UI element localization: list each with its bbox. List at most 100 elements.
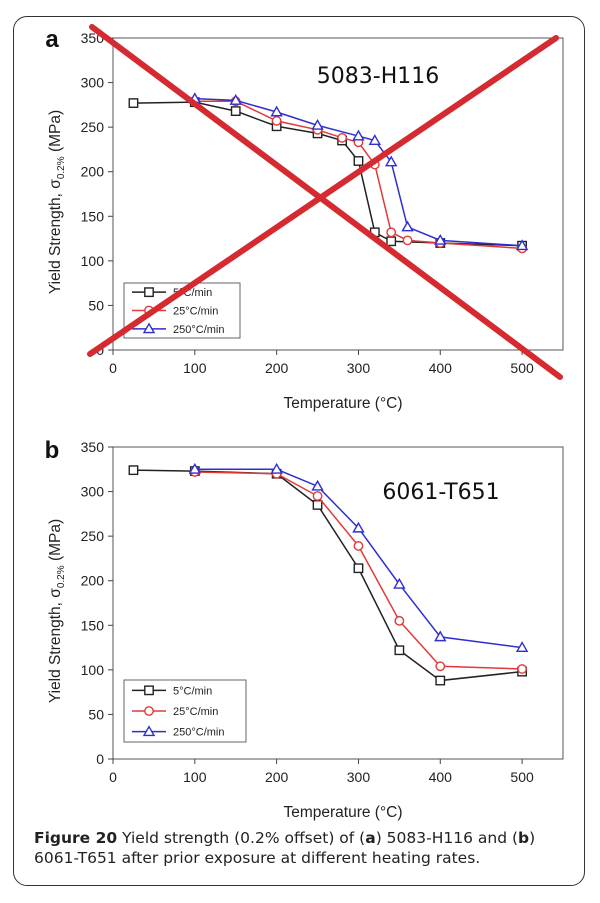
cross-line-1 — [89, 24, 563, 380]
data-point — [386, 227, 397, 238]
caption-text-2: ) 5083-H116 and ( — [375, 829, 519, 847]
x-tick-label: 400 — [429, 360, 453, 376]
series-0 — [128, 97, 527, 251]
legend-marker — [144, 287, 154, 298]
data-point — [434, 630, 447, 642]
data-point — [515, 239, 529, 251]
legend-label: 250°C/min — [173, 324, 224, 336]
series-2 — [188, 462, 529, 653]
legend-label: 250°C/min — [173, 727, 224, 739]
data-point — [352, 129, 365, 141]
data-point — [393, 577, 406, 589]
data-point — [386, 236, 397, 247]
alloy-annotation: 5083-H116 — [317, 64, 439, 89]
x-tick-label: 500 — [510, 360, 534, 376]
legend-marker — [142, 725, 156, 737]
caption-text-1: Yield strength (0.2% offset) of ( — [117, 829, 366, 847]
data-point — [353, 563, 364, 574]
y-tick-label: 50 — [88, 706, 104, 722]
data-point — [188, 462, 202, 474]
data-point — [337, 132, 347, 143]
y-axis-title: Yield Strength, σ0.2% (MPa) — [47, 110, 67, 294]
x-tick-label: 0 — [109, 360, 117, 376]
data-point — [435, 661, 446, 672]
x-tick-label: 300 — [347, 769, 371, 785]
legend-label: 25°C/min — [173, 706, 218, 718]
data-point — [517, 664, 527, 674]
series-line — [194, 97, 523, 247]
cross-line-2 — [87, 35, 559, 357]
y-tick-label: 0 — [96, 751, 104, 767]
data-point — [230, 106, 241, 116]
data-point — [312, 500, 323, 510]
data-point — [128, 98, 139, 108]
cross-out-mark — [87, 24, 563, 380]
figure-caption: Figure 20 Yield strength (0.2% offset) o… — [34, 828, 574, 868]
data-point — [402, 235, 413, 246]
x-tick-label: 0 — [109, 769, 117, 785]
data-point — [271, 116, 282, 126]
legend-marker — [144, 706, 154, 716]
alloy-annotation: 6061-T651 — [382, 480, 499, 505]
x-tick-label: 100 — [183, 360, 207, 376]
legend-label: 25°C/min — [173, 306, 218, 318]
x-tick-label: 100 — [183, 769, 207, 785]
caption-panel-a: a — [365, 829, 376, 847]
series-line — [133, 101, 523, 247]
x-tick-label: 200 — [265, 360, 289, 376]
data-point — [434, 233, 447, 245]
panel-label: b — [45, 437, 60, 464]
y-tick-label: 250 — [81, 119, 105, 135]
y-tick-label: 250 — [81, 528, 105, 544]
caption-figure-label: Figure 20 — [34, 829, 118, 847]
data-point — [270, 105, 283, 117]
data-point — [394, 615, 405, 626]
y-tick-label: 100 — [81, 662, 105, 678]
series-2 — [188, 92, 529, 251]
data-point — [368, 134, 382, 145]
x-tick-label: 400 — [429, 769, 453, 785]
data-point — [515, 641, 529, 653]
legend-marker — [144, 685, 154, 696]
data-point — [311, 479, 324, 491]
data-point — [229, 93, 242, 105]
caption-panel-b: b — [518, 829, 530, 847]
y-tick-label: 200 — [81, 573, 105, 589]
y-axis-title: Yield Strength, σ0.2% (MPa) — [47, 519, 67, 703]
data-point — [353, 541, 364, 551]
data-point — [384, 155, 398, 167]
data-point — [311, 118, 324, 130]
chart-panel-a: 0501001502002503003500100200300400500Tem… — [45, 24, 564, 412]
y-tick-label: 150 — [81, 208, 105, 224]
data-point — [394, 645, 405, 656]
figure-frame — [13, 16, 585, 886]
plot-area — [112, 37, 564, 351]
x-tick-label: 200 — [265, 769, 289, 785]
y-tick-label: 50 — [88, 297, 104, 313]
x-axis-title: Temperature (°C) — [283, 395, 402, 412]
x-tick-label: 300 — [347, 360, 371, 376]
data-point — [312, 491, 323, 501]
legend-label: 5°C/min — [173, 685, 212, 697]
data-point — [401, 220, 414, 232]
data-point — [435, 675, 446, 686]
y-tick-label: 200 — [81, 164, 105, 180]
data-point — [270, 462, 283, 474]
y-tick-label: 300 — [81, 484, 105, 500]
y-tick-label: 350 — [81, 439, 105, 455]
x-tick-label: 500 — [510, 769, 534, 785]
panel-label: a — [45, 26, 59, 53]
data-point — [128, 465, 139, 476]
plot-area — [112, 446, 564, 760]
y-tick-label: 300 — [81, 75, 105, 91]
legend-marker — [142, 322, 156, 334]
y-tick-label: 100 — [81, 253, 105, 269]
chart-panel-b: 0 50 100 150 200 250 300 350 0 100 200 300 400 500 Tem… — [45, 437, 564, 821]
legend: 5°C/min 25°C/min 250°C/min — [123, 679, 247, 743]
caption-text-3: ) 6061-T651 after prior exposure at diff… — [34, 829, 536, 867]
data-point — [352, 521, 365, 533]
data-point — [353, 156, 364, 166]
y-tick-label: 150 — [81, 617, 105, 633]
